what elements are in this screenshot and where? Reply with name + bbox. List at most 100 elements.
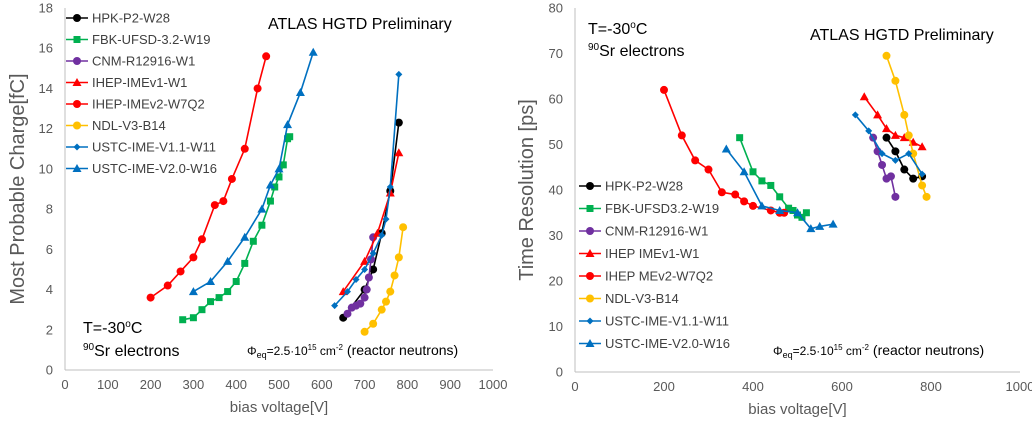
- fluence-description: (reactor neutrons): [869, 342, 984, 358]
- data-point: [878, 150, 886, 158]
- data-point: [802, 209, 810, 217]
- data-point: [377, 305, 386, 314]
- y-tick-label: 50: [549, 137, 563, 152]
- series-8: [721, 144, 838, 233]
- y-tick-label: 20: [549, 274, 563, 289]
- fluence-label: Φeq=2.5·1015 cm-2 (reactor neutrons): [247, 342, 458, 360]
- x-tick-label: 1000: [1006, 379, 1032, 394]
- data-point: [295, 87, 305, 96]
- data-point: [757, 201, 767, 210]
- y-tick-label: 80: [549, 1, 563, 16]
- y-tick-label: 12: [39, 121, 53, 136]
- data-point: [882, 124, 891, 133]
- data-point: [382, 215, 390, 223]
- data-point: [904, 131, 913, 140]
- data-point: [206, 277, 216, 286]
- data-point: [356, 299, 365, 308]
- temperature-value: T=-30: [83, 320, 125, 337]
- legend-marker: [72, 78, 82, 86]
- chart-title: ATLAS HGTD Preliminary: [268, 16, 452, 33]
- legend: HPK-P2-W28 FBK-UFSD-3.2-W19 CNM-R12916-W1 I…: [66, 11, 217, 176]
- data-point: [210, 201, 219, 210]
- x-tick-label: 700: [354, 377, 376, 392]
- data-point: [882, 133, 891, 142]
- y-tick-label: 18: [39, 1, 53, 16]
- data-point: [677, 131, 686, 140]
- data-point: [378, 231, 386, 239]
- fluence-exponent: 15: [308, 343, 317, 352]
- legend-label: IHEP IMEv1-W1: [605, 246, 699, 261]
- temperature-degree: o: [125, 319, 131, 330]
- data-point: [890, 130, 900, 139]
- source-label: 90Sr electrons: [588, 42, 685, 60]
- data-point: [163, 281, 172, 290]
- data-point: [717, 188, 726, 197]
- data-point: [364, 273, 373, 282]
- data-point: [223, 256, 233, 265]
- data-point: [394, 118, 403, 127]
- data-point: [266, 197, 274, 205]
- data-point: [343, 288, 351, 296]
- x-axis-label: bias voltage[V]: [748, 401, 846, 418]
- legend-label: CNM-R12916-W1: [92, 54, 195, 69]
- data-point: [775, 205, 785, 214]
- temperature-unit: C: [636, 21, 648, 38]
- series-3: [869, 133, 900, 201]
- legend-marker: [73, 57, 81, 65]
- data-point: [918, 181, 927, 190]
- source-isotope-mass: 90: [588, 42, 600, 53]
- legend-label: USTC-IME-V2.0-W16: [605, 336, 730, 351]
- series-line: [334, 74, 400, 307]
- series-line: [342, 122, 400, 319]
- y-tick-label: 0: [46, 363, 53, 378]
- data-point: [793, 208, 802, 217]
- y-axis-label: Most Probable Charge[fC]: [7, 73, 29, 304]
- chart-title: ATLAS HGTD Preliminary: [810, 27, 994, 44]
- data-point: [749, 201, 757, 210]
- fluence-symbol: Φ: [773, 344, 783, 358]
- y-tick-label: 8: [46, 202, 53, 217]
- series-4: [859, 92, 927, 151]
- y-axis-label: Time Resolution [ps]: [516, 99, 538, 281]
- legend-label: NDL-V3-B14: [605, 291, 679, 306]
- temperature-label: T=-30oC: [588, 20, 647, 38]
- data-point: [262, 52, 271, 61]
- temperature-unit: C: [131, 320, 143, 337]
- y-tick-label: 16: [39, 41, 53, 56]
- data-point: [399, 223, 408, 232]
- data-point: [241, 259, 249, 267]
- fluence-subscript: eq: [783, 350, 793, 360]
- data-point: [900, 110, 909, 119]
- data-point: [253, 84, 262, 93]
- x-tick-label: 1000: [479, 377, 508, 392]
- data-point: [362, 285, 371, 294]
- legend-marker: [73, 143, 81, 151]
- data-point: [227, 174, 236, 183]
- y-tick-label: 10: [39, 161, 53, 176]
- legend-marker: [586, 294, 594, 303]
- data-point: [188, 287, 198, 296]
- x-tick-label: 600: [311, 377, 333, 392]
- legend-marker: [586, 205, 594, 212]
- data-point: [891, 156, 899, 164]
- data-point: [360, 327, 369, 336]
- data-point: [660, 85, 668, 94]
- data-point: [146, 293, 155, 302]
- data-point: [828, 219, 838, 228]
- data-point: [360, 293, 369, 302]
- x-tick-label: 0: [61, 377, 68, 392]
- data-point: [197, 235, 206, 244]
- data-point: [859, 92, 869, 101]
- data-point: [891, 76, 900, 85]
- legend-label: HPK-P2-W28: [605, 179, 683, 194]
- y-tick-label: 0: [556, 365, 563, 380]
- data-point: [900, 165, 909, 174]
- x-tick-label: 600: [831, 379, 853, 394]
- data-point: [189, 314, 197, 322]
- data-point: [343, 309, 352, 318]
- legend-label: FBK-UFSD-3.2-W19: [92, 32, 210, 47]
- fluence-unit-exponent: -2: [336, 343, 344, 352]
- data-point: [258, 221, 266, 229]
- data-point: [232, 278, 240, 286]
